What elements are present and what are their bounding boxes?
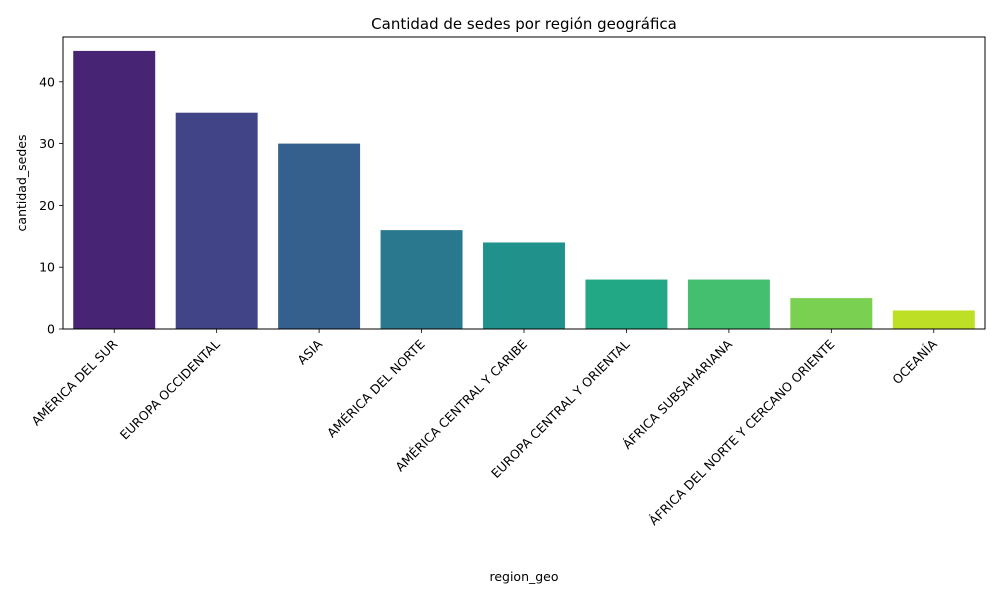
- bar-0: [73, 50, 156, 330]
- x-tick-label: ÁFRICA DEL NORTE Y CERCANO ORIENTE: [646, 336, 838, 528]
- axes-frame: [62, 36, 986, 330]
- x-tick-label: ASIA: [294, 336, 325, 367]
- bars: [73, 50, 975, 330]
- bar-6: [687, 279, 770, 329]
- bar-5: [585, 279, 668, 329]
- x-tick-label: ÁFRICA SUBSAHARIANA: [620, 336, 736, 452]
- bar-2: [278, 143, 361, 329]
- bar-3: [380, 230, 463, 329]
- bar-8: [892, 310, 975, 329]
- bar-4: [483, 242, 565, 329]
- y-axis-ticks: 0 10 20 30 40: [39, 74, 63, 337]
- bar-1: [175, 112, 258, 329]
- y-tick-label: 0: [47, 322, 55, 337]
- y-tick-label: 30: [39, 136, 55, 151]
- x-axis-label: region_geo: [489, 569, 558, 584]
- y-tick-label: 20: [39, 198, 55, 213]
- x-tick-label: AMÉRICA DEL SUR: [28, 336, 120, 428]
- bar-7: [790, 298, 873, 329]
- y-axis-label: cantidad_sedes: [14, 135, 29, 232]
- x-tick-label: AMÉRICA DEL NORTE: [324, 336, 428, 440]
- y-tick-label: 40: [39, 74, 55, 89]
- x-tick-label: EUROPA OCCIDENTAL: [117, 336, 223, 442]
- x-tick-label: OCEANÍA: [889, 336, 940, 387]
- y-tick-label: 10: [39, 260, 55, 275]
- chart-title: Cantidad de sedes por región geográfica: [371, 15, 677, 33]
